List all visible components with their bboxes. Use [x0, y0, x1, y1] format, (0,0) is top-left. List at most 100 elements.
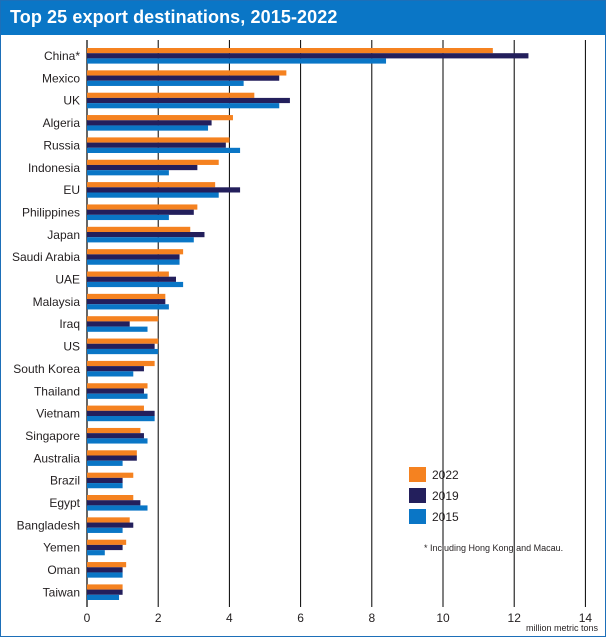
category-label: China*: [44, 49, 80, 63]
bar-2019: [87, 388, 144, 394]
x-tick-label: 8: [368, 611, 375, 625]
bar-2022: [87, 293, 166, 300]
category-label: Egypt: [49, 496, 80, 510]
category-label: Taiwan: [43, 585, 80, 599]
x-tick-label: 6: [297, 611, 304, 625]
category-label: Malaysia: [33, 295, 81, 309]
bar-2022: [87, 450, 137, 456]
category-label: Russia: [43, 138, 80, 152]
bar-2019: [87, 366, 144, 372]
bar-2015: [87, 348, 159, 355]
bar-2022: [87, 226, 191, 232]
bar-2022: [87, 360, 155, 367]
category-label: Algeria: [43, 116, 81, 130]
bar-2022: [87, 70, 287, 76]
bar-2019: [87, 142, 226, 148]
bar-2015: [87, 147, 241, 153]
category-label: Singapore: [25, 429, 80, 443]
bar-2019: [87, 299, 166, 305]
bar-2019: [87, 500, 141, 506]
category-label: Bangladesh: [17, 518, 80, 532]
footnote-annotation: * Including Hong Kong and Macau.: [424, 543, 563, 553]
grid-layer: [86, 40, 586, 607]
legend: 2022 2019 2015: [409, 467, 459, 524]
category-label: UAE: [55, 273, 80, 287]
bar-2015: [87, 371, 134, 377]
x-tick-label: 0: [84, 611, 91, 625]
bar-2019: [87, 120, 212, 126]
bar-2022: [87, 517, 130, 523]
bar-2019: [87, 477, 123, 484]
bar-2022: [87, 584, 123, 590]
bar-2015: [87, 505, 148, 511]
bar-2019: [87, 75, 280, 81]
legend-swatch-2019: [409, 488, 426, 503]
bar-2022: [87, 137, 230, 143]
bar-2019: [87, 53, 529, 59]
bar-2015: [87, 304, 169, 310]
bar-2015: [87, 58, 387, 64]
bar-2015: [87, 527, 123, 533]
bar-2022: [87, 204, 198, 210]
bar-2022: [87, 159, 219, 165]
x-tick-label: 14: [579, 611, 593, 625]
category-label: Brazil: [50, 474, 80, 488]
bar-2019: [87, 276, 176, 282]
bar-2015: [87, 103, 280, 109]
bar-2019: [87, 522, 134, 528]
category-label: US: [63, 340, 80, 354]
bar-2015: [87, 281, 184, 288]
bar-2019: [87, 589, 123, 595]
category-label: Oman: [47, 563, 80, 577]
bar-2015: [87, 550, 105, 556]
bar-2022: [87, 249, 184, 255]
bar-2022: [87, 48, 493, 54]
bar-2022: [87, 271, 169, 277]
bar-2015: [87, 192, 219, 198]
ticks-layer: 0 2 4 6 8 10 12 14: [84, 611, 593, 625]
bar-2019: [87, 343, 155, 349]
bar-2019: [87, 433, 144, 439]
bar-2015: [87, 483, 123, 489]
bar-2015: [87, 416, 155, 422]
bar-2022: [87, 383, 148, 389]
category-label: Indonesia: [28, 161, 80, 175]
bar-2015: [87, 572, 123, 578]
bar-2019: [87, 232, 205, 238]
bar-2015: [87, 438, 148, 444]
bar-2022: [87, 539, 127, 545]
bar-2015: [87, 214, 169, 221]
labels-layer: China* Mexico UK Algeria Russia Indonesia EU Ph…: [12, 49, 81, 599]
bar-2015: [87, 594, 120, 600]
bar-2019: [87, 410, 155, 416]
bar-2022: [87, 316, 159, 322]
legend-label: 2015: [432, 510, 459, 524]
category-label: UK: [63, 94, 80, 108]
category-label: Vietnam: [36, 407, 80, 421]
bar-2019: [87, 544, 123, 551]
bar-2019: [87, 321, 130, 327]
bar-2022: [87, 338, 159, 344]
bar-2015: [87, 125, 209, 131]
x-tick-label: 10: [436, 611, 450, 625]
bar-2019: [87, 164, 198, 171]
x-axis-unit-label: million metric tons: [526, 623, 599, 633]
category-label: Philippines: [22, 205, 80, 219]
bar-2019: [87, 187, 241, 193]
bar-2022: [87, 92, 255, 98]
category-label: Mexico: [42, 71, 80, 85]
legend-label: 2019: [432, 489, 459, 503]
legend-swatch-2022: [409, 467, 426, 482]
x-tick-label: 4: [226, 611, 233, 625]
bar-2019: [87, 97, 290, 104]
legend-label: 2022: [432, 468, 459, 482]
bar-2015: [87, 460, 123, 466]
bar-2019: [87, 567, 123, 573]
bar-2022: [87, 427, 141, 434]
bar-2019: [87, 455, 137, 461]
category-label: Iraq: [59, 317, 80, 331]
title-bar: Top 25 export destinations, 2015-2022: [1, 1, 605, 35]
legend-swatch-2015: [409, 509, 426, 524]
bar-2015: [87, 393, 148, 399]
